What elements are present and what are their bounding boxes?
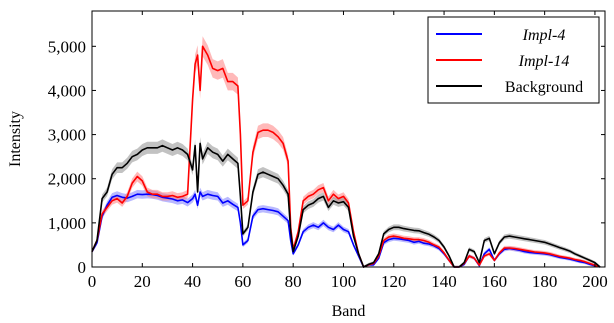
y-tick-label: 2,000 xyxy=(48,170,86,189)
legend-label-background: Background xyxy=(505,79,583,96)
series-line-impl-14 xyxy=(91,45,601,268)
x-tick-label: 0 xyxy=(88,272,97,291)
series-line-background xyxy=(91,142,601,268)
legend: Impl-4 Impl-14 Background xyxy=(427,16,600,104)
x-tick-label: 40 xyxy=(184,272,201,291)
x-tick-label: 20 xyxy=(134,272,151,291)
x-tick-label: 80 xyxy=(285,272,302,291)
confidence-bands xyxy=(92,36,600,268)
x-tick-label: 160 xyxy=(482,272,508,291)
y-tick-label: 5,000 xyxy=(48,37,86,56)
legend-label-impl-14: Impl-14 xyxy=(518,53,570,70)
x-tick-label: 100 xyxy=(331,272,357,291)
x-tick-label: 120 xyxy=(381,272,407,291)
y-tick-label: 4,000 xyxy=(48,81,86,100)
x-tick-label: 140 xyxy=(431,272,457,291)
band-background xyxy=(92,137,600,267)
x-axis-ticks: 0 20 40 60 80 100 120 140 160 180 200 xyxy=(88,11,608,291)
x-tick-label: 180 xyxy=(532,272,558,291)
y-tick-label: 0 xyxy=(78,258,87,277)
plot-frame xyxy=(91,10,606,268)
y-tick-label: 3,000 xyxy=(48,126,86,145)
y-axis-label: Intensity xyxy=(7,111,24,167)
y-tick-label: 1,000 xyxy=(48,214,86,233)
x-axis-label: Band xyxy=(332,303,366,320)
x-tick-label: 200 xyxy=(582,272,608,291)
x-tick-label: 60 xyxy=(234,272,251,291)
series-lines xyxy=(91,45,601,268)
band-impl-4 xyxy=(92,187,600,267)
legend-label-impl-4: Impl-4 xyxy=(522,27,566,44)
y-axis-ticks: 0 1,000 2,000 3,000 4,000 5,000 xyxy=(48,37,605,277)
